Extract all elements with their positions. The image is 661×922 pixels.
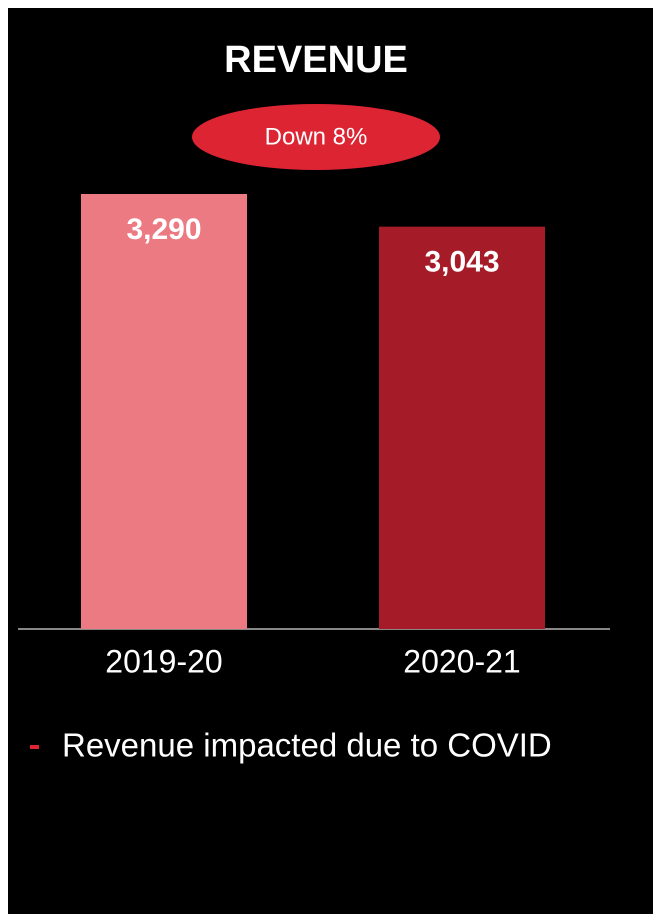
bar	[379, 226, 545, 629]
annotation: Down 8%	[265, 123, 368, 150]
value-label: 3,043	[424, 246, 499, 279]
note: Revenue impacted due to COVID	[62, 727, 552, 764]
bullet	[30, 745, 39, 749]
annotation-badge	[192, 104, 440, 170]
x-tick-label: 2019-20	[105, 643, 222, 679]
x-tick-label: 2020-21	[403, 643, 520, 679]
bar	[81, 194, 247, 629]
chart-title: REVENUE	[224, 39, 408, 81]
value-label: 3,290	[126, 213, 201, 246]
